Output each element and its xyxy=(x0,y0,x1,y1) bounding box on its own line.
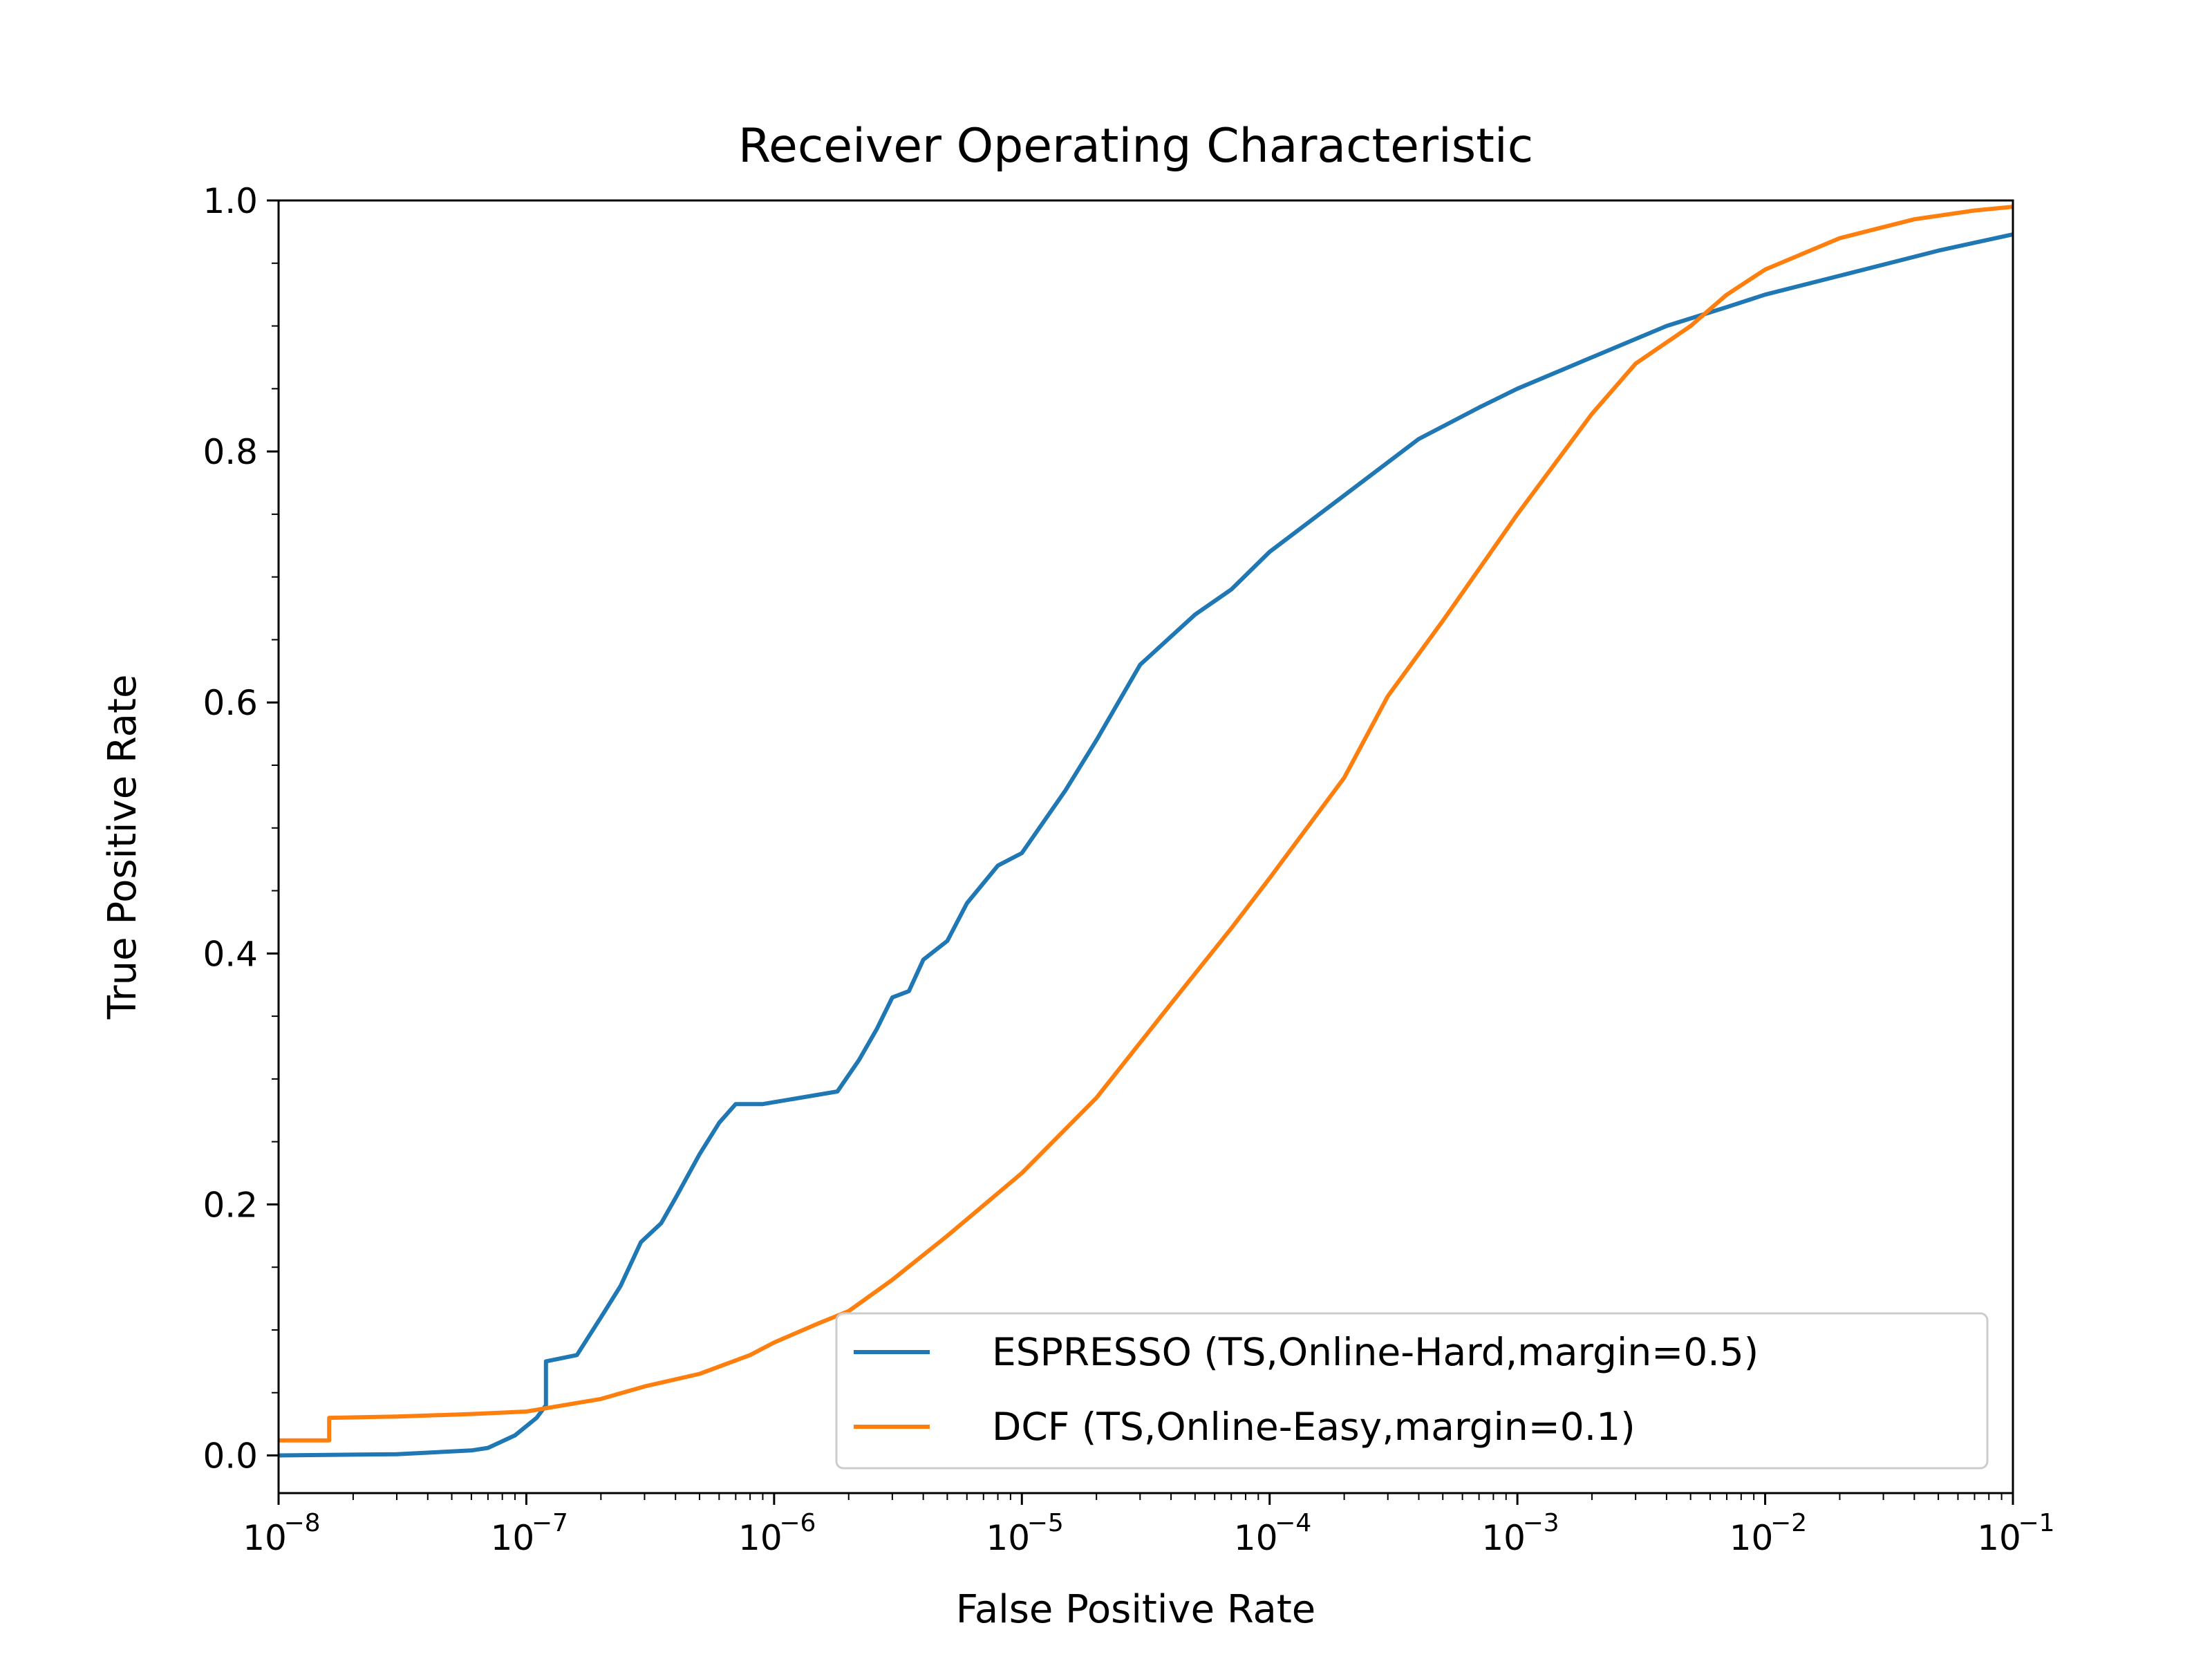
plot-area xyxy=(279,205,2013,1458)
x-tick-exponent: −4 xyxy=(1275,1509,1311,1537)
axes-frame xyxy=(277,199,2014,1494)
x-tick-label: 10 xyxy=(1730,1518,1774,1558)
series-line-1 xyxy=(279,232,2013,1458)
x-tick-exponent: −7 xyxy=(532,1509,568,1537)
x-tick-label: 10 xyxy=(1234,1518,1278,1558)
x-tick-exponent: −3 xyxy=(1523,1509,1559,1537)
legend-label-2: DCF (TS,Online-Easy,margin=0.1) xyxy=(992,1405,1635,1449)
legend-label-1: ESPRESSO (TS,Online-Hard,margin=0.5) xyxy=(992,1330,1759,1374)
y-tick-label: 0.4 xyxy=(203,934,258,974)
x-tick-exponent: −6 xyxy=(779,1509,816,1537)
x-tick-label: 10 xyxy=(1481,1518,1526,1558)
x-tick-exponent: −5 xyxy=(1027,1509,1064,1537)
y-tick-label: 0.0 xyxy=(203,1436,258,1477)
legend-box xyxy=(835,1312,1989,1470)
y-tick-label: 1.0 xyxy=(203,181,258,221)
y-tick-label: 0.6 xyxy=(203,683,258,723)
x-tick-label: 10 xyxy=(738,1518,782,1558)
x-tick-label: 10 xyxy=(1977,1518,2021,1558)
x-tick-label: 10 xyxy=(986,1518,1030,1558)
x-axis-title: False Positive Rate xyxy=(956,1587,1315,1632)
axes: 10−8 10−7 10−6 10−5 10−4 10−3 10−2 10−10.00.20.… xyxy=(203,181,2054,1558)
x-tick-exponent: −2 xyxy=(1770,1509,1807,1537)
x-tick-exponent: −8 xyxy=(283,1509,320,1537)
x-tick-label: 10 xyxy=(491,1518,535,1558)
x-tick-label: 10 xyxy=(243,1518,287,1558)
legend: ESPRESSO (TS,Online-Hard,margin=0.5) DCF … xyxy=(835,1312,1989,1470)
y-tick-label: 0.2 xyxy=(203,1185,258,1225)
x-tick-exponent: −1 xyxy=(2018,1509,2054,1537)
y-tick-label: 0.8 xyxy=(203,432,258,472)
series-line-2 xyxy=(279,205,2013,1443)
chart-title: Receiver Operating Characteristic xyxy=(738,119,1533,174)
y-axis-title: True Positive Rate xyxy=(100,675,145,1020)
